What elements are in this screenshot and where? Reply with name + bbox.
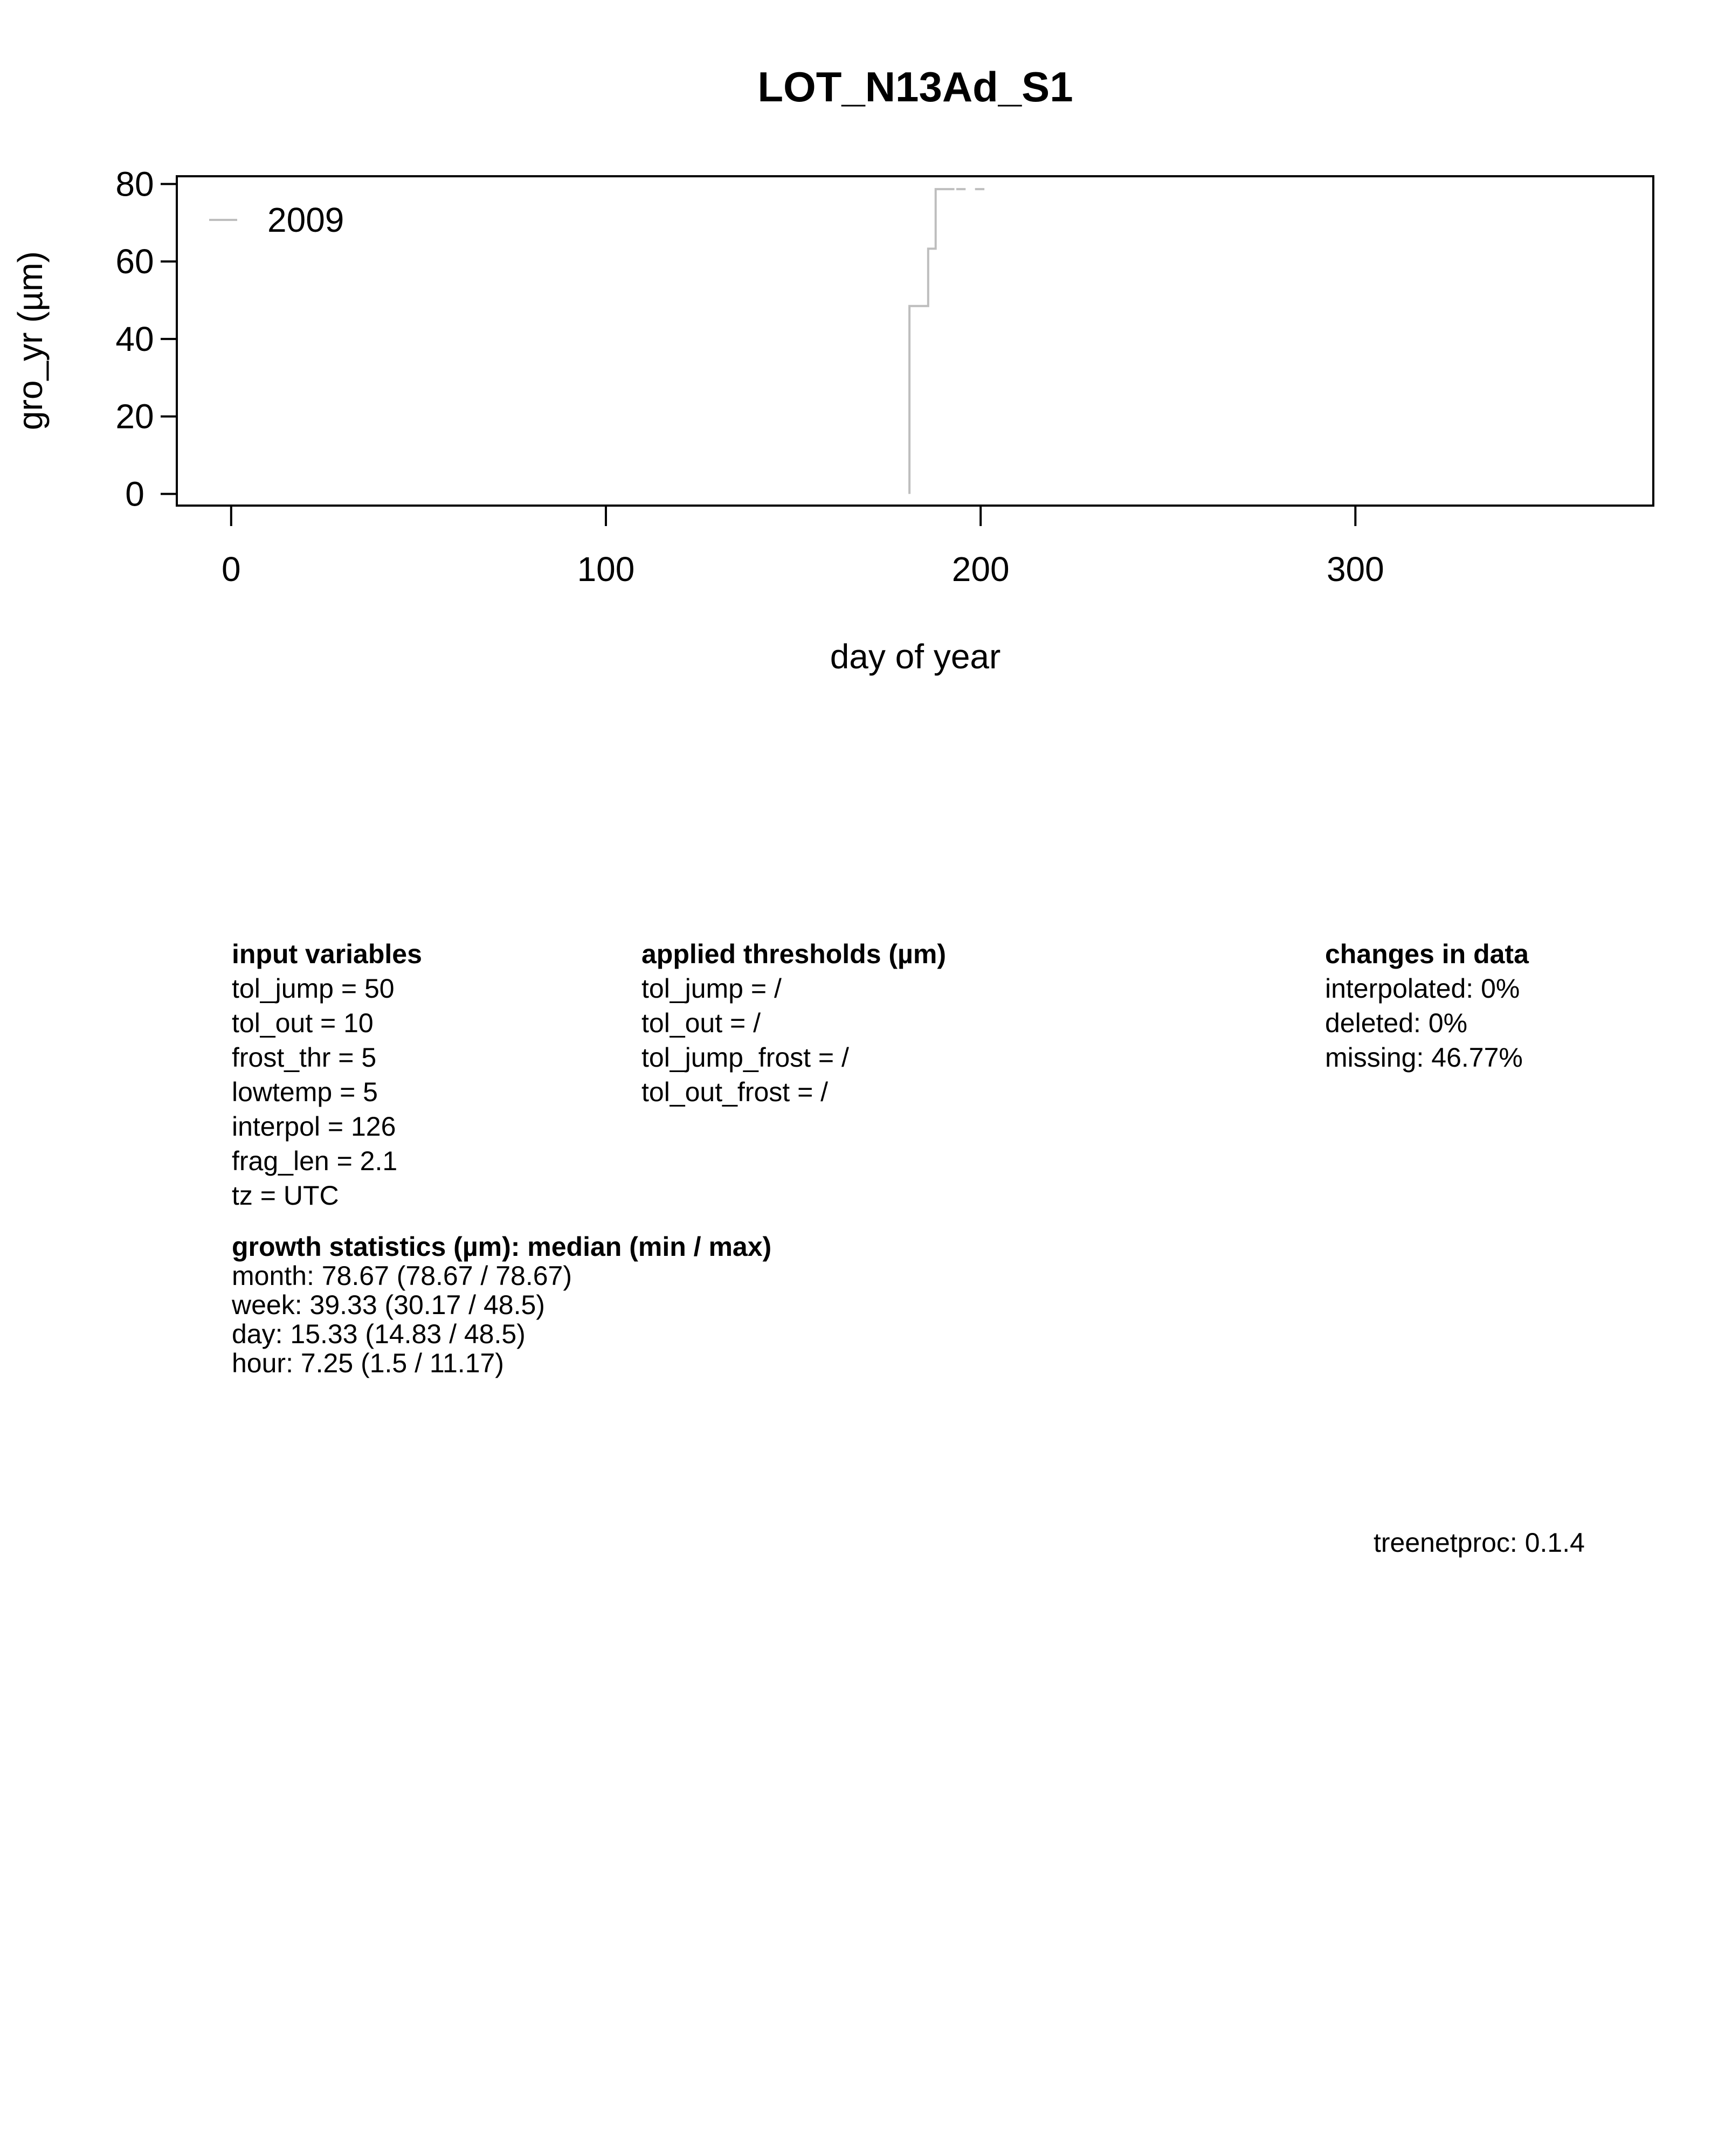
series-line-2009: [908, 188, 955, 494]
input-variable-item: frag_len = 2.1: [232, 1146, 398, 1176]
x-tick-label: 0: [222, 550, 241, 589]
growth-statistic-item: hour: 7.25 (1.5 / 11.17): [232, 1348, 504, 1378]
threshold-item: tol_out = /: [641, 1008, 761, 1038]
input-variable-item: tol_jump = 50: [232, 973, 395, 1004]
input-variables-heading: input variables: [232, 939, 422, 969]
legend: 2009: [209, 201, 344, 239]
input-variable-item: lowtemp = 5: [232, 1077, 378, 1107]
series-group: [908, 188, 985, 494]
input-variable-item: tol_out = 10: [232, 1008, 374, 1038]
x-tick-label: 300: [1327, 550, 1384, 589]
growth-statistics-block: growth statistics (µm): median (min / ma…: [232, 1232, 771, 1378]
x-axis: 0 100 200 300: [222, 505, 1384, 589]
plot-frame: [176, 175, 1654, 507]
change-item: interpolated: 0%: [1325, 973, 1520, 1004]
change-item: missing: 46.77%: [1325, 1042, 1523, 1073]
x-tick-label: 200: [952, 550, 1010, 589]
y-axis-label: gro_yr (µm): [11, 251, 50, 430]
growth-statistic-item: month: 78.67 (78.67 / 78.67): [232, 1261, 572, 1291]
growth-statistics-heading: growth statistics (µm): median (min / ma…: [232, 1232, 772, 1262]
y-tick-label: 80: [115, 164, 154, 203]
changes-in-data-block: changes in data interpolated: 0% deleted…: [1325, 937, 1529, 1075]
x-tick-label: 100: [577, 550, 635, 589]
applied-thresholds-block: applied thresholds (µm) tol_jump = / tol…: [641, 937, 946, 1109]
y-tick-label: 40: [115, 320, 154, 358]
legend-label: 2009: [267, 201, 344, 239]
growth-statistic-item: day: 15.33 (14.83 / 48.5): [232, 1319, 526, 1349]
y-tick-label: 60: [115, 242, 154, 281]
applied-thresholds-heading: applied thresholds (µm): [641, 939, 946, 969]
y-tick-label: 0: [125, 474, 144, 513]
y-tick-label: 20: [115, 397, 154, 436]
threshold-item: tol_jump = /: [641, 973, 782, 1004]
y-axis: 0 20 40 60 80: [115, 164, 178, 513]
x-axis-label: day of year: [830, 637, 1001, 676]
threshold-item: tol_jump_frost = /: [641, 1042, 849, 1073]
input-variable-item: tz = UTC: [232, 1180, 339, 1211]
input-variables-block: input variables tol_jump = 50 tol_out = …: [232, 937, 422, 1213]
growth-statistic-item: week: 39.33 (30.17 / 48.5): [232, 1290, 545, 1320]
version-label: treenetproc: 0.1.4: [1374, 1528, 1585, 1558]
input-variable-item: frost_thr = 5: [232, 1042, 377, 1073]
chart-title: LOT_N13Ad_S1: [757, 63, 1073, 110]
threshold-item: tol_out_frost = /: [641, 1077, 829, 1107]
change-item: deleted: 0%: [1325, 1008, 1468, 1038]
changes-in-data-heading: changes in data: [1325, 939, 1529, 969]
input-variable-item: interpol = 126: [232, 1111, 396, 1142]
